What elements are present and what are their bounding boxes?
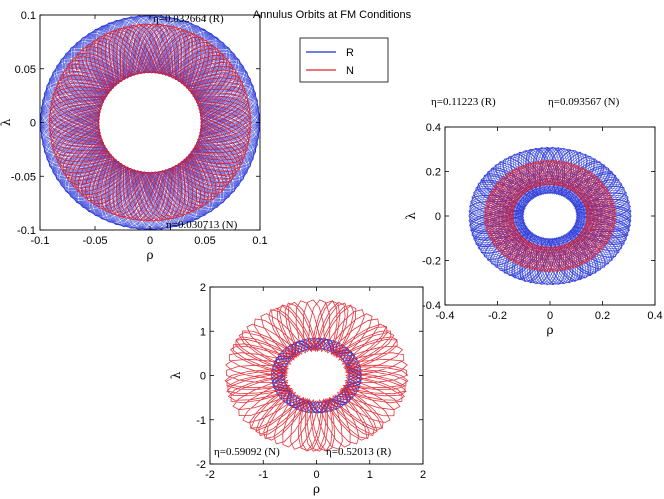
series-r-orbit [468,146,632,286]
x-tick-label: 2 [420,469,426,481]
subplot-3-orbits [224,299,409,452]
y-tick-label: 0.4 [426,122,441,134]
series-r-orbit [40,15,260,230]
figure-title: Annulus Orbits at FM Conditions [253,9,412,21]
y-tick-label: 0.05 [15,64,36,76]
subplot-3: -2 -1 0 1 2 2 1 0 -1 -2 ρ λ η=0.59092 (N) η=0.52013 (… [169,282,426,496]
x-tick-label: -0.4 [436,310,455,322]
x-tick-label: 0.2 [595,310,610,322]
eta-annotation: η=0.030713 (N) [166,219,238,231]
x-axis-label: ρ [546,323,553,337]
y-tick-label: -0.1 [17,225,36,237]
eta-annotation: η=0.093567 (N) [548,96,620,108]
y-axis-label: λ [169,371,183,379]
subplot-3-axes [209,286,424,465]
subplot-2: -0.4 -0.2 0 0.2 0.4 0.4 0.2 0 -0.2 -0.4 ρ λ η=0.1122… [404,96,663,337]
y-tick-label: -1 [196,415,206,427]
eta-annotation: η=0.59092 (N) [214,446,280,458]
legend-box [299,37,389,83]
x-axis-label: ρ [146,248,153,262]
subplot-1-orbits [40,15,260,230]
x-tick-label: 0 [313,469,319,481]
y-tick-label: -0.05 [11,171,36,183]
y-tick-label: -0.4 [422,300,441,312]
x-axis-label: ρ [313,482,320,496]
y-tick-label: -0.2 [422,256,441,268]
subplot-2-orbits [468,146,632,286]
y-tick-label: 0.1 [21,10,36,22]
series-r-orbit [270,337,363,414]
legend: R N [299,37,389,83]
legend-label-r: R [346,47,354,59]
y-tick-label: 0 [200,371,206,383]
x-tick-label: 0 [147,235,153,247]
x-tick-label: 0 [547,310,553,322]
y-axis-label: λ [0,118,13,126]
x-tick-label: 1 [367,469,373,481]
eta-annotation: η=0.032664 (R) [153,13,224,25]
y-tick-label: -2 [196,459,206,471]
eta-annotation: η=0.52013 (R) [326,446,391,458]
series-n-orbit [484,160,616,272]
y-tick-label: 1 [200,326,206,338]
x-tick-label: -0.1 [31,235,50,247]
x-tick-label: 0.4 [647,310,662,322]
subplot-1: -0.1 -0.05 0 0.05 0.1 0.1 0.05 0 -0.05 -0.1 ρ λ η=0.… [0,10,268,262]
series-n-orbit [224,299,409,452]
eta-annotation: η=0.11223 (R) [431,96,496,108]
y-axis-label: λ [404,212,418,220]
x-tick-label: 0.1 [252,235,267,247]
series-n-orbit [48,23,252,222]
y-tick-label: 2 [200,282,206,294]
x-tick-label: 0.05 [194,235,215,247]
x-tick-label: -0.05 [82,235,107,247]
x-tick-label: -2 [205,469,215,481]
y-tick-label: 0 [435,211,441,223]
y-tick-label: 0 [30,118,36,130]
x-tick-label: -0.2 [488,310,507,322]
legend-label-n: N [346,65,354,77]
x-tick-label: -1 [258,469,268,481]
y-tick-label: 0.2 [426,167,441,179]
